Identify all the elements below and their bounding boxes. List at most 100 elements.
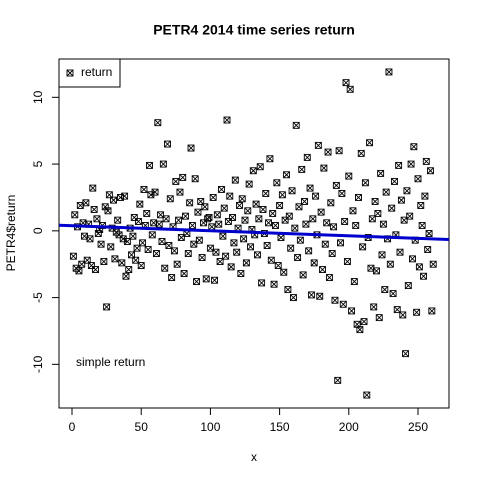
symbol-box <box>100 258 108 265</box>
y-tick-label: -5 <box>31 292 45 303</box>
point <box>186 199 194 207</box>
symbol-box <box>198 254 206 261</box>
point <box>249 167 257 175</box>
point <box>170 247 178 255</box>
symbol-box <box>324 148 332 156</box>
symbol-box <box>137 262 145 269</box>
point <box>179 173 187 181</box>
symbol-cross <box>175 216 182 224</box>
symbol-cross <box>335 147 343 155</box>
symbol-cross <box>310 259 318 267</box>
point <box>352 222 360 229</box>
symbol-box <box>328 250 336 257</box>
symbol-cross <box>326 274 333 281</box>
symbol-box <box>409 255 416 263</box>
symbol-box <box>357 149 365 157</box>
point <box>323 219 331 227</box>
symbol-cross <box>277 234 285 241</box>
symbol-box <box>69 252 77 260</box>
symbol-cross <box>308 291 315 299</box>
symbol-cross <box>171 247 178 255</box>
point <box>378 251 386 259</box>
symbol-cross <box>288 187 296 195</box>
symbol-box <box>157 211 165 219</box>
symbol-cross <box>321 240 329 248</box>
symbol-cross <box>265 219 272 227</box>
symbol-cross <box>404 282 412 289</box>
point <box>118 259 126 267</box>
symbol-cross <box>373 267 380 275</box>
point <box>280 268 288 276</box>
symbol-cross <box>114 216 121 224</box>
point <box>237 270 245 278</box>
point <box>338 189 346 197</box>
symbol-box <box>363 391 371 399</box>
symbol-box <box>172 177 180 185</box>
symbol-box <box>377 169 385 177</box>
symbol-box <box>374 210 382 217</box>
symbol-box <box>356 326 364 334</box>
point <box>211 276 219 284</box>
symbol-cross <box>139 239 146 247</box>
symbol-cross <box>380 220 387 228</box>
symbol-cross <box>162 215 170 223</box>
point <box>184 250 192 257</box>
point <box>223 116 231 124</box>
symbol-box <box>123 238 131 245</box>
symbol-box <box>105 191 113 199</box>
point <box>382 188 390 196</box>
point <box>154 119 162 127</box>
point <box>276 202 284 209</box>
symbol-cross <box>400 216 408 224</box>
point <box>337 239 344 247</box>
point <box>368 215 376 223</box>
point <box>332 181 340 189</box>
point <box>291 224 299 232</box>
point <box>327 199 335 207</box>
symbol-box <box>287 244 295 252</box>
symbol-cross <box>180 270 188 277</box>
symbol-box <box>148 231 156 239</box>
point <box>395 161 403 169</box>
symbol-cross <box>345 172 353 180</box>
symbol-box <box>121 192 129 200</box>
symbol-box <box>402 350 409 358</box>
symbol-box <box>133 244 141 252</box>
symbol-box <box>342 79 350 87</box>
point <box>197 198 205 205</box>
point <box>206 244 214 252</box>
symbol-cross <box>323 219 330 227</box>
symbol-box <box>406 212 414 220</box>
point <box>100 258 108 265</box>
symbol-cross <box>230 239 238 247</box>
symbol-box <box>164 140 171 148</box>
point <box>110 196 117 204</box>
symbol-cross <box>371 198 379 205</box>
symbol-cross <box>366 139 373 147</box>
symbol-cross <box>223 116 231 124</box>
point <box>345 172 353 180</box>
point <box>270 280 278 288</box>
symbol-cross <box>118 259 126 267</box>
point <box>158 238 166 245</box>
point <box>151 188 159 196</box>
symbol-box <box>360 318 368 326</box>
symbol-box <box>302 220 310 228</box>
symbol-cross <box>150 219 157 227</box>
symbol-cross <box>319 266 326 273</box>
symbol-box <box>267 256 275 264</box>
point <box>157 211 165 219</box>
symbol-cross <box>285 212 293 220</box>
symbol-box <box>281 216 289 224</box>
symbol-box <box>320 164 328 172</box>
symbol-cross <box>103 303 110 311</box>
symbol-box <box>273 179 281 187</box>
symbol-cross <box>196 236 203 244</box>
symbol-box <box>294 254 302 261</box>
point <box>111 255 119 263</box>
point <box>240 235 248 243</box>
symbol-cross <box>101 203 109 211</box>
point <box>182 212 189 220</box>
point <box>166 195 174 203</box>
symbol-box <box>224 218 232 225</box>
